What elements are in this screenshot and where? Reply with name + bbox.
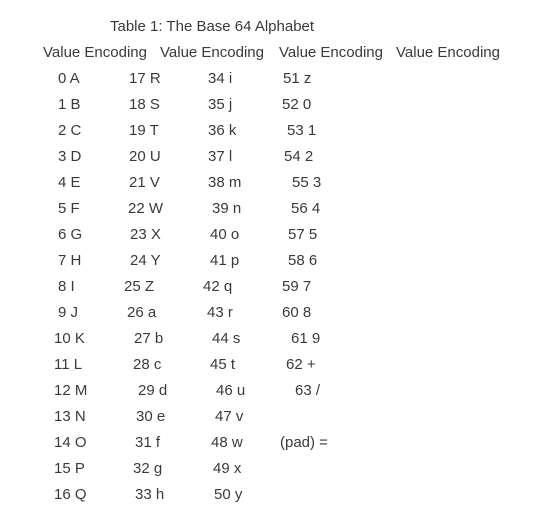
table-cell: 62 +	[286, 356, 316, 373]
table-cell: 35 j	[208, 96, 233, 113]
table-cell: 46 u	[216, 382, 246, 399]
table-cell: 26 a	[127, 304, 157, 321]
table-cell: 55 3	[292, 174, 322, 191]
table-cell: 61 9	[291, 330, 321, 347]
table-cell: 51 z	[283, 70, 312, 87]
table-cell: 14 O	[54, 434, 87, 451]
column-header-2: Value Encoding	[160, 44, 264, 61]
table-cell: 56 4	[291, 200, 321, 217]
column-header-3: Value Encoding	[279, 44, 383, 61]
table-cell: 40 o	[210, 226, 240, 243]
table-cell: 28 c	[133, 356, 162, 373]
table-cell: 34 i	[208, 70, 233, 87]
table-cell: 10 K	[54, 330, 85, 347]
table-cell: 52 0	[282, 96, 312, 113]
table-cell: 6 G	[58, 226, 83, 243]
table-cell: 54 2	[284, 148, 314, 165]
table-cell: 49 x	[213, 460, 242, 477]
table-cell: 8 I	[58, 278, 75, 295]
table-cell: 3 D	[58, 148, 82, 165]
table-cell: 16 Q	[54, 486, 87, 503]
table-cell: 43 r	[207, 304, 233, 321]
table-cell: 5 F	[58, 200, 80, 217]
table-cell: 37 l	[208, 148, 233, 165]
table-cell: 41 p	[210, 252, 240, 269]
table-cell: 11 L	[54, 356, 83, 373]
table-cell: 22 W	[128, 200, 164, 217]
table-cell: 7 H	[58, 252, 82, 269]
table-cell: 36 k	[208, 122, 237, 139]
table-cell: 63 /	[295, 382, 321, 399]
table-cell: 50 y	[214, 486, 243, 503]
table-cell: 24 Y	[130, 252, 161, 269]
table-cell: 48 w	[211, 434, 243, 451]
table-cell: 12 M	[54, 382, 88, 399]
table-cell: 15 P	[54, 460, 85, 477]
table-cell: 0 A	[58, 70, 80, 87]
column-header-1: Value Encoding	[43, 44, 147, 61]
table-cell: 57 5	[288, 226, 318, 243]
table-cell: 1 B	[58, 96, 81, 113]
table-cell: 20 U	[129, 148, 161, 165]
table-cell: 30 e	[136, 408, 166, 425]
table-cell: 29 d	[138, 382, 168, 399]
column-header-4: Value Encoding	[396, 44, 500, 61]
table-cell: (pad) =	[280, 434, 328, 451]
table-cell: 44 s	[212, 330, 241, 347]
table-cell: 42 q	[203, 278, 233, 295]
table-cell: 2 C	[58, 122, 82, 139]
table-cell: 4 E	[58, 174, 81, 191]
table-cell: 58 6	[288, 252, 318, 269]
table-cell: 27 b	[134, 330, 164, 347]
table-caption: Table 1: The Base 64 Alphabet	[110, 18, 315, 35]
table-cell: 19 T	[129, 122, 159, 139]
table-cell: 59 7	[282, 278, 312, 295]
table-cell: 21 V	[129, 174, 160, 191]
table-cell: 13 N	[54, 408, 86, 425]
table-cell: 23 X	[130, 226, 161, 243]
table-cell: 33 h	[135, 486, 165, 503]
table-cell: 60 8	[282, 304, 312, 321]
table-cell: 31 f	[135, 434, 161, 451]
table-cell: 25 Z	[124, 278, 155, 295]
table-cell: 9 J	[58, 304, 79, 321]
table-cell: 47 v	[215, 408, 244, 425]
table-cell: 18 S	[129, 96, 160, 113]
table-cell: 39 n	[212, 200, 242, 217]
table-cell: 32 g	[133, 460, 163, 477]
table-cell: 38 m	[208, 174, 242, 191]
table-cell: 53 1	[287, 122, 317, 139]
table-cell: 17 R	[129, 70, 161, 87]
table-cell: 45 t	[210, 356, 236, 373]
